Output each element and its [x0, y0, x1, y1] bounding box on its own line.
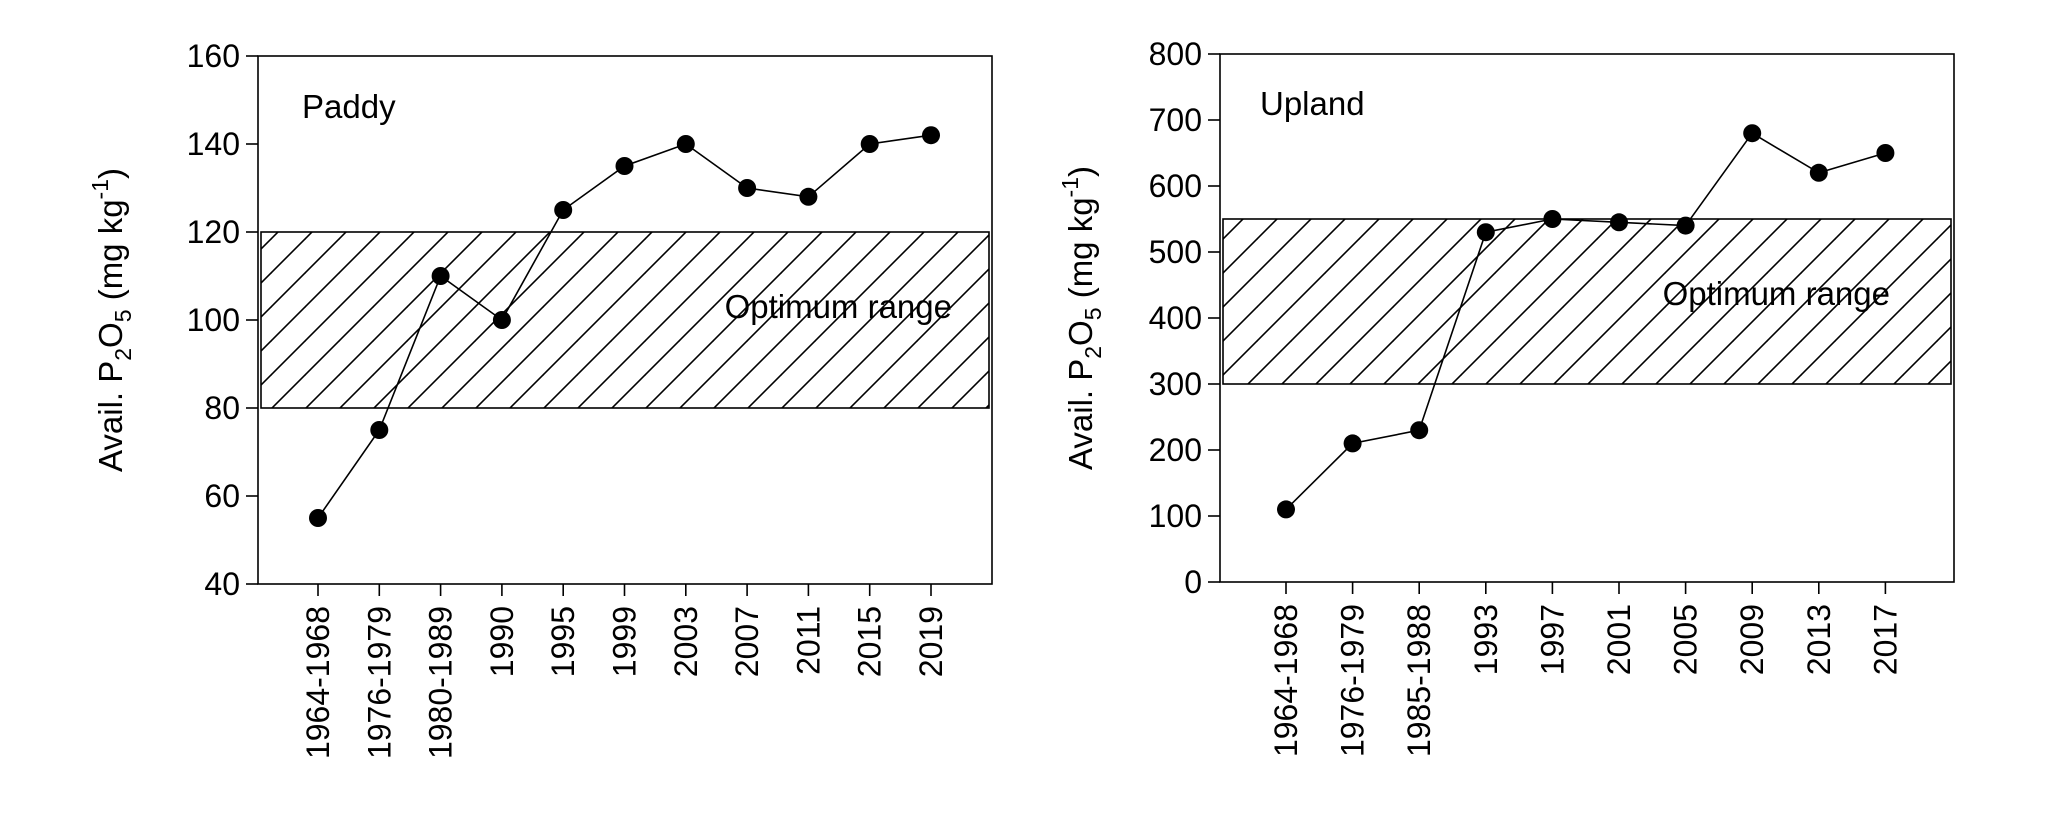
x-tick-label: 1995: [545, 606, 581, 677]
data-point: [1476, 223, 1495, 242]
panel-label: Paddy: [302, 88, 396, 125]
data-point: [860, 135, 879, 153]
x-tick-label: 2013: [1801, 604, 1837, 675]
x-tick-label: 2005: [1668, 604, 1704, 675]
data-point: [431, 267, 450, 285]
y-tick-label: 700: [1149, 102, 1202, 138]
x-tick-label: 1976-1979: [1335, 604, 1371, 757]
x-tick-label: 2009: [1734, 604, 1770, 675]
optimum-range-label: Optimum range: [725, 288, 952, 325]
data-point: [676, 135, 695, 153]
y-axis-label: Avail. P2O5 (mg kg-1): [87, 168, 136, 472]
y-tick-label: 600: [1149, 168, 1202, 204]
data-point: [1610, 213, 1628, 232]
y-tick-label: 80: [204, 390, 240, 426]
x-tick-label: 1964-1968: [1268, 604, 1304, 757]
x-tick-label: 2001: [1601, 604, 1637, 675]
data-point: [370, 421, 389, 439]
data-point: [1809, 163, 1828, 182]
data-point: [799, 187, 818, 206]
optimum-range-label: Optimum range: [1663, 275, 1890, 312]
x-tick-label: 1997: [1534, 604, 1570, 675]
x-tick-label: 1976-1979: [361, 606, 397, 759]
data-point: [1676, 216, 1695, 235]
x-tick-label: 2017: [1867, 604, 1903, 675]
y-tick-label: 160: [187, 38, 240, 74]
x-tick-label: 1980-1989: [423, 606, 459, 759]
x-tick-label: 1985-1988: [1401, 604, 1437, 757]
series-line: [1285, 132, 1886, 510]
chart-panel-1: Optimum range 0 100 200 300 400 500 600 700 800 19…: [1057, 36, 1955, 757]
data-point: [492, 311, 511, 329]
y-tick-label: 300: [1149, 366, 1202, 402]
x-tick-label: 2019: [913, 606, 949, 677]
x-tick-label: 2007: [729, 606, 765, 677]
data-point: [1410, 421, 1429, 440]
data-point: [1343, 434, 1362, 453]
data-point: [309, 509, 327, 527]
y-tick-label: 140: [187, 126, 240, 162]
y-tick-label: 60: [204, 478, 240, 514]
optimum-range-band: [1222, 218, 1952, 385]
data-point: [738, 179, 757, 197]
x-tick-label: 1999: [607, 606, 643, 677]
data-point: [1876, 144, 1895, 162]
y-tick-label: 40: [204, 566, 240, 602]
y-tick-label: 400: [1149, 300, 1202, 336]
x-tick-label: 2015: [852, 606, 888, 677]
y-tick-label: 800: [1149, 36, 1202, 72]
y-tick-label: 500: [1149, 234, 1202, 270]
panel-label: Upland: [1260, 85, 1365, 122]
y-tick-label: 200: [1149, 432, 1202, 468]
y-tick-label: 120: [187, 214, 240, 250]
y-tick-label: 0: [1184, 564, 1202, 600]
data-point: [1743, 124, 1762, 143]
y-axis-label: Avail. P2O5 (mg kg-1): [1057, 166, 1106, 470]
x-tick-label: 1964-1968: [300, 606, 336, 759]
data-point: [1277, 500, 1295, 519]
data-point: [554, 201, 573, 219]
x-tick-label: 2011: [790, 606, 826, 675]
x-tick-label: 2003: [668, 606, 704, 677]
x-tick-label: 1993: [1468, 604, 1504, 675]
data-point: [615, 157, 634, 175]
optimum-range-band: [260, 231, 990, 409]
x-tick-label: 1990: [484, 606, 520, 677]
chart-panel-0: Optimum range 40 60 80 100 120 140 160 1964-1968…: [87, 38, 993, 759]
y-tick-label: 100: [1149, 498, 1202, 534]
data-point: [1543, 210, 1562, 228]
data-point: [922, 126, 940, 145]
y-tick-label: 100: [187, 302, 240, 338]
